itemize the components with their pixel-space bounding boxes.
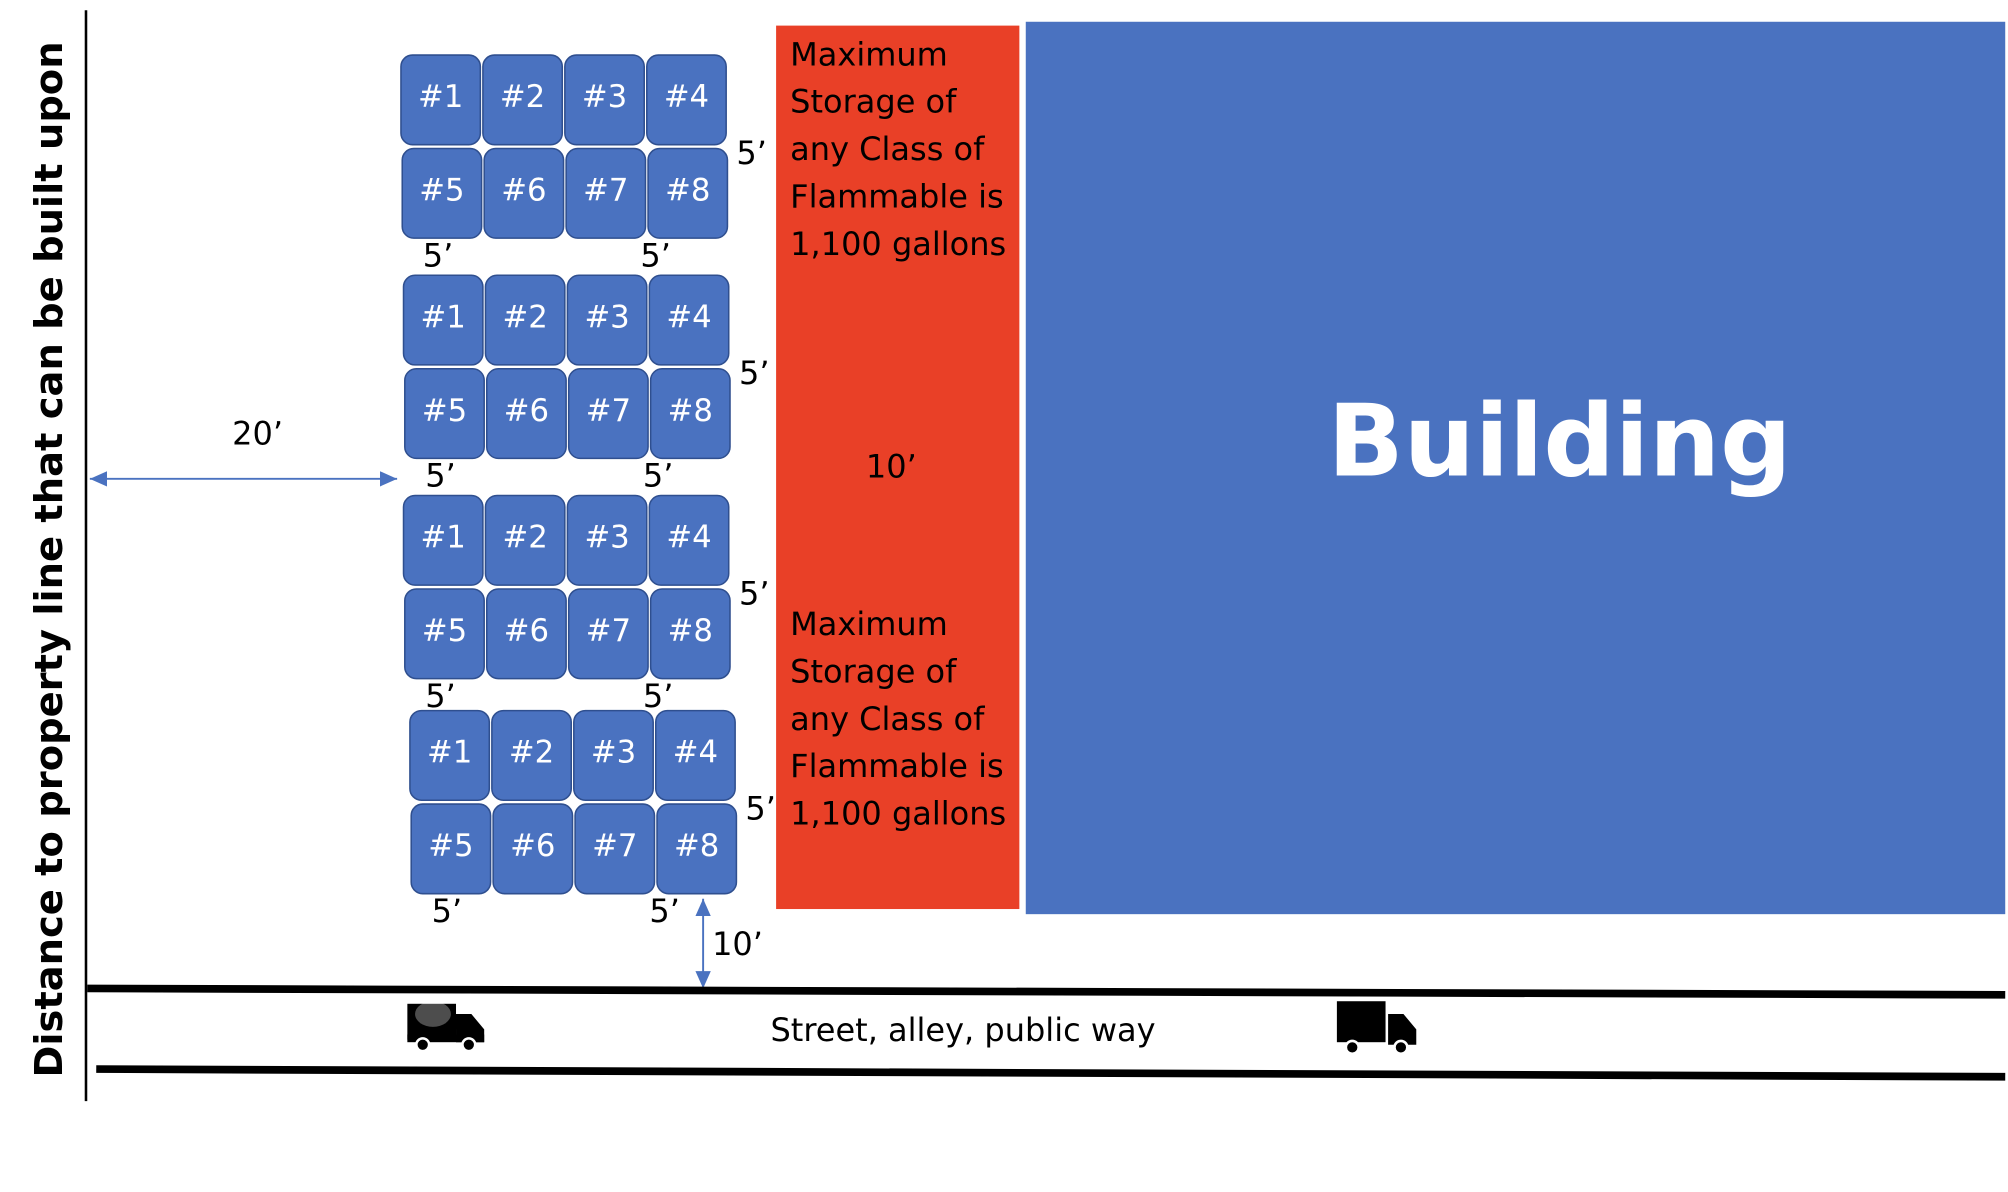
drum xyxy=(402,274,484,366)
drum-label: #3 xyxy=(582,79,627,115)
drum xyxy=(574,803,656,895)
gap-label: 5’ xyxy=(432,892,463,930)
setback-label: 20’ xyxy=(232,414,283,452)
drum-label: #1 xyxy=(427,735,472,771)
building-label: Building xyxy=(1328,382,1792,499)
separation-zone xyxy=(776,25,1020,910)
drum-label: #4 xyxy=(673,735,718,771)
drum-label: #6 xyxy=(504,393,549,429)
drum xyxy=(573,709,654,801)
drum xyxy=(485,367,567,460)
drum-label: #4 xyxy=(666,299,711,335)
drum-label: #4 xyxy=(666,520,711,556)
drum xyxy=(649,367,731,460)
storage-note: Storage of xyxy=(790,652,957,690)
storage-note: Maximum xyxy=(790,605,948,643)
drum xyxy=(410,803,492,895)
gap-label: 5’ xyxy=(739,574,770,612)
storage-note: any Class of xyxy=(790,700,985,738)
street-edge xyxy=(96,1065,2006,1081)
drum-label: #2 xyxy=(503,520,548,556)
gap-label: 5’ xyxy=(640,236,671,274)
drum xyxy=(647,147,729,239)
drum-label: #5 xyxy=(422,393,467,429)
drum-label: #3 xyxy=(591,735,636,771)
gap-label: 5’ xyxy=(425,677,456,715)
drum-label: #5 xyxy=(419,173,464,209)
drum-label: #6 xyxy=(504,613,549,649)
drum-label: #7 xyxy=(592,828,637,864)
drum xyxy=(567,588,649,680)
street-edge xyxy=(87,984,2006,999)
truck-icon xyxy=(407,1001,485,1053)
drum-label: #3 xyxy=(584,299,629,335)
gap-label: 5’ xyxy=(736,134,767,172)
drum xyxy=(564,54,645,146)
gap-label: 5’ xyxy=(425,457,456,495)
drum-label: #8 xyxy=(674,828,719,864)
storage-note: 1,100 gallons xyxy=(790,225,1006,263)
separation-gap: 10’ xyxy=(866,448,917,486)
drum xyxy=(566,494,648,586)
storage-note: any Class of xyxy=(790,130,985,168)
drum-label: #5 xyxy=(422,613,467,649)
gap-label: 5’ xyxy=(643,677,674,715)
drum-label: #8 xyxy=(668,613,713,649)
drum-label: #2 xyxy=(509,735,554,771)
drum xyxy=(649,588,731,680)
drum-label: #6 xyxy=(510,828,555,864)
drum xyxy=(491,709,573,801)
storage-note: Flammable is xyxy=(790,747,1003,785)
drum-label: #2 xyxy=(500,79,545,115)
storage-note: Flammable is xyxy=(790,177,1003,215)
truck-icon xyxy=(1336,1001,1417,1056)
drum-label: #7 xyxy=(586,393,631,429)
drum xyxy=(484,494,566,586)
drum-label: #8 xyxy=(668,393,713,429)
drum-label: #3 xyxy=(584,520,629,556)
drum-label: #8 xyxy=(665,173,710,209)
street-gap-label: 10’ xyxy=(712,925,763,963)
gap-label: 5’ xyxy=(643,457,674,495)
drum xyxy=(409,709,491,801)
drum xyxy=(567,367,649,460)
gap-label: 5’ xyxy=(423,236,454,274)
storage-note: Maximum xyxy=(790,35,948,73)
drum xyxy=(566,274,648,366)
drum xyxy=(648,494,730,586)
drum xyxy=(482,54,564,146)
drum-label: #1 xyxy=(418,79,463,115)
gap-label: 5’ xyxy=(649,892,680,930)
drum xyxy=(485,588,567,680)
drum xyxy=(646,54,727,146)
gap-label: 5’ xyxy=(739,354,770,392)
drum-label: #2 xyxy=(503,299,548,335)
drum xyxy=(400,54,482,146)
drum xyxy=(483,147,565,239)
drum xyxy=(404,367,485,460)
drum xyxy=(565,147,647,239)
drum-label: #7 xyxy=(586,613,631,649)
storage-note: 1,100 gallons xyxy=(790,795,1006,833)
drum-label: #4 xyxy=(664,79,709,115)
drum xyxy=(484,274,566,366)
storage-note: Storage of xyxy=(790,83,957,121)
drum xyxy=(404,588,485,680)
gap-label: 5’ xyxy=(745,789,776,827)
drum-label: #1 xyxy=(421,520,466,556)
drum xyxy=(648,274,730,366)
drum xyxy=(654,709,736,801)
building xyxy=(1025,21,2006,915)
drum xyxy=(401,147,483,239)
drum-label: #5 xyxy=(428,828,473,864)
drum xyxy=(402,494,484,586)
street-label: Street, alley, public way xyxy=(770,1011,1155,1049)
drum xyxy=(492,803,574,895)
drum xyxy=(656,803,738,895)
drum-label: #1 xyxy=(421,299,466,335)
drum-label: #7 xyxy=(583,173,628,209)
property-label: Distance to property line that can be bu… xyxy=(27,41,72,1077)
drum-label: #6 xyxy=(501,173,546,209)
